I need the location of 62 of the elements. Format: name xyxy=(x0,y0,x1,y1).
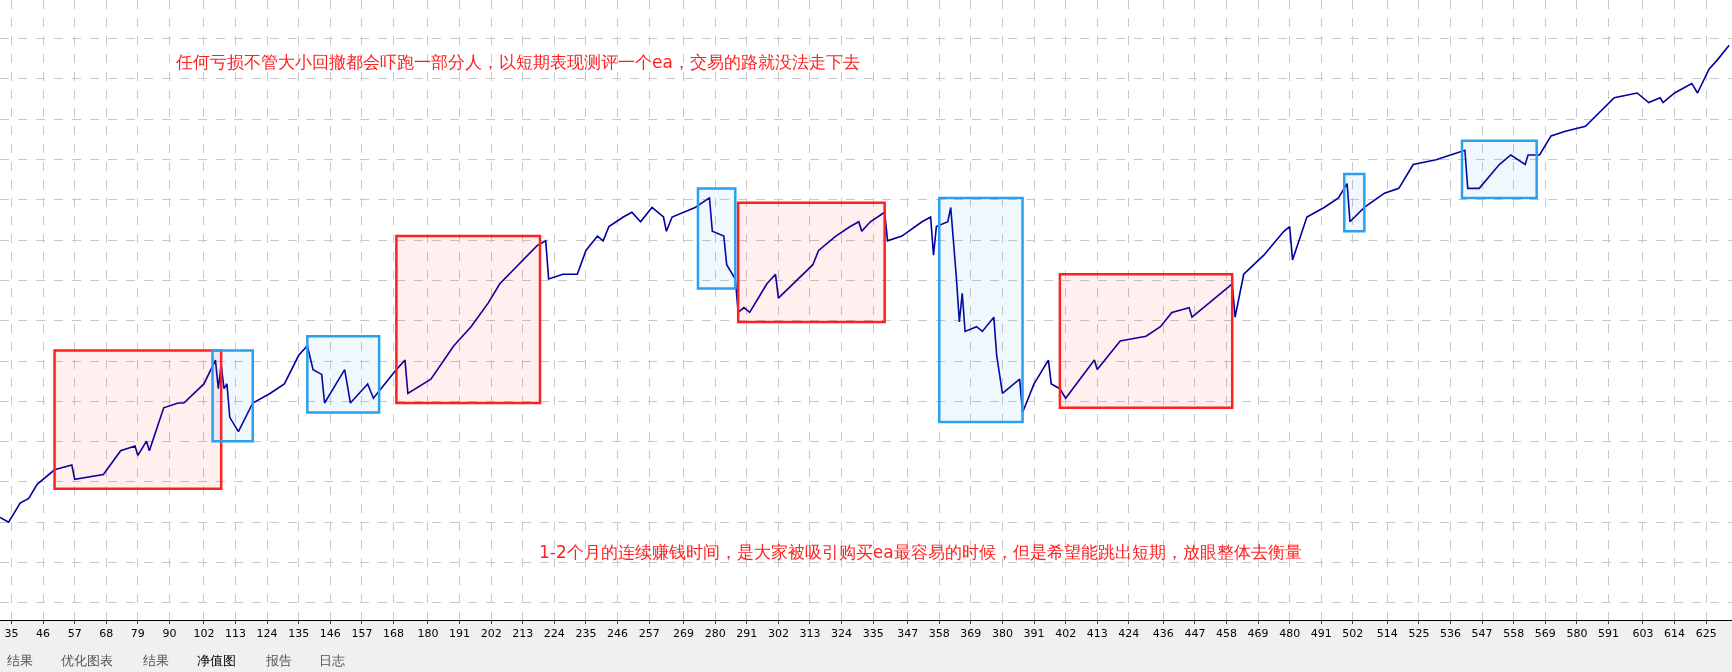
text: 结果 xyxy=(143,653,169,668)
x-tick-label: 302 xyxy=(767,627,789,641)
x-tick-label: 536 xyxy=(1440,627,1462,641)
x-tick-label: 124 xyxy=(256,627,278,641)
x-tick-label: 68 xyxy=(99,627,114,641)
x-tick-label: 146 xyxy=(319,627,341,641)
x-tick-label: 347 xyxy=(897,627,919,641)
x-tick-label: 591 xyxy=(1597,627,1619,641)
x-tick-label: 469 xyxy=(1247,627,1269,641)
x-tick-label: 391 xyxy=(1023,627,1045,641)
text: 优化图表 xyxy=(61,653,113,668)
x-tick-label: 614 xyxy=(1664,627,1686,641)
x-tick-label: 413 xyxy=(1086,627,1108,641)
x-tick-label: 57 xyxy=(67,627,82,641)
x-tick-label: 35 xyxy=(4,627,19,641)
x-tick-label: 402 xyxy=(1055,627,1077,641)
x-tick-label: 324 xyxy=(831,627,853,641)
x-tick-label: 90 xyxy=(162,627,177,641)
x-tick-label: 458 xyxy=(1215,627,1237,641)
x-tick-label: 525 xyxy=(1408,627,1430,641)
text: 结果 xyxy=(7,653,33,668)
x-tick-label: 480 xyxy=(1279,627,1301,641)
x-tick-label: 447 xyxy=(1184,627,1206,641)
x-tick-label: 269 xyxy=(673,627,695,641)
x-tick-label: 547 xyxy=(1471,627,1493,641)
x-tick-label: 191 xyxy=(449,627,471,641)
x-tick-label: 113 xyxy=(225,627,247,641)
x-tick-label: 313 xyxy=(799,627,821,641)
x-tick-label: 335 xyxy=(862,627,884,641)
x-tick-label: 224 xyxy=(543,627,565,641)
annotation: 任何亏损不管大小回撤都会吓跑一部分人，以短期表现测评一个ea，交易的路就没法走下去 xyxy=(175,52,860,72)
x-tick-label: 491 xyxy=(1310,627,1332,641)
x-tick-label: 625 xyxy=(1695,627,1717,641)
x-tick-label: 157 xyxy=(351,627,373,641)
x-tick-label: 558 xyxy=(1503,627,1525,641)
x-tick-label: 502 xyxy=(1342,627,1364,641)
x-tick-label: 180 xyxy=(417,627,439,641)
x-tick-label: 358 xyxy=(928,627,950,641)
x-tick-label: 369 xyxy=(960,627,982,641)
x-tick-label: 514 xyxy=(1376,627,1398,641)
x-tick-label: 202 xyxy=(480,627,502,641)
x-tick-label: 580 xyxy=(1566,627,1588,641)
x-tick-label: 436 xyxy=(1152,627,1174,641)
text: 报告 xyxy=(265,653,292,668)
x-tick-label: 246 xyxy=(607,627,629,641)
x-tick-label: 424 xyxy=(1118,627,1140,641)
x-tick-label: 257 xyxy=(638,627,660,641)
x-tick-label: 280 xyxy=(704,627,726,641)
x-tick-label: 135 xyxy=(288,627,310,641)
x-tick-label: 102 xyxy=(193,627,215,641)
text: 净值图 xyxy=(197,653,236,668)
text: 日志 xyxy=(319,653,345,668)
x-tick-label: 569 xyxy=(1534,627,1556,641)
x-tick-label: 213 xyxy=(512,627,534,641)
x-tick-label: 380 xyxy=(991,627,1013,641)
x-tick-label: 603 xyxy=(1632,627,1654,641)
x-tick-label: 79 xyxy=(130,627,145,641)
text: 1-2个月的连续赚钱时间，是大家被吸引购买ea最容易的时候，但是希望能跳出短期，放眼整体去衡量 xyxy=(539,542,1302,562)
x-tick-label: 291 xyxy=(736,627,758,641)
x-tick-label: 168 xyxy=(383,627,405,641)
x-tick-label: 46 xyxy=(36,627,51,641)
x-tick-label: 235 xyxy=(575,627,597,641)
